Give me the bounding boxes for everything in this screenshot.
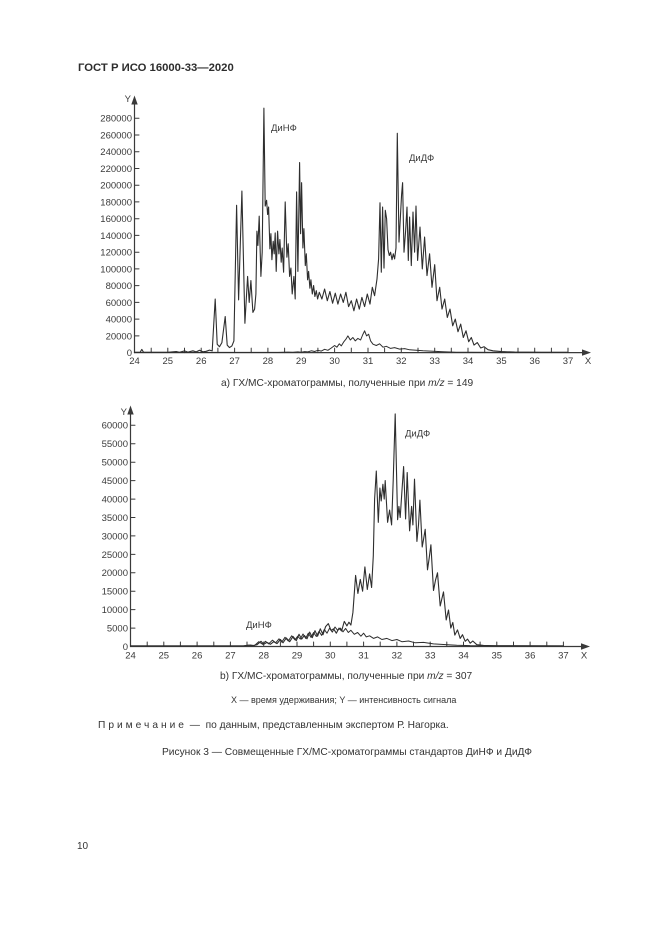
svg-text:20000: 20000 xyxy=(106,331,132,342)
svg-text:29: 29 xyxy=(292,651,303,662)
svg-text:160000: 160000 xyxy=(100,214,132,225)
svg-text:33: 33 xyxy=(429,356,440,367)
svg-text:34: 34 xyxy=(463,356,474,367)
svg-text:120000: 120000 xyxy=(100,248,132,259)
svg-text:ДиНФ: ДиНФ xyxy=(246,620,272,631)
svg-text:31: 31 xyxy=(363,356,374,367)
svg-text:25: 25 xyxy=(159,651,170,662)
svg-text:26: 26 xyxy=(192,651,203,662)
svg-text:30: 30 xyxy=(329,356,340,367)
svg-text:ДиДФ: ДиДФ xyxy=(405,429,430,440)
svg-text:55000: 55000 xyxy=(102,439,128,450)
svg-text:35: 35 xyxy=(496,356,507,367)
svg-text:25: 25 xyxy=(163,356,174,367)
svg-text:31: 31 xyxy=(358,651,369,662)
svg-text:37: 37 xyxy=(558,651,569,662)
svg-text:10000: 10000 xyxy=(102,605,128,616)
svg-text:33: 33 xyxy=(425,651,436,662)
svg-text:ДиНФ: ДиНФ xyxy=(271,123,297,134)
svg-text:220000: 220000 xyxy=(100,164,132,175)
svg-text:35: 35 xyxy=(492,651,503,662)
svg-text:30: 30 xyxy=(325,651,336,662)
svg-text:180000: 180000 xyxy=(100,197,132,208)
svg-text:25000: 25000 xyxy=(102,550,128,561)
svg-text:27: 27 xyxy=(229,356,240,367)
svg-text:26: 26 xyxy=(196,356,207,367)
svg-text:28: 28 xyxy=(263,356,274,367)
svg-text:80000: 80000 xyxy=(106,281,132,292)
svg-text:60000: 60000 xyxy=(102,421,128,432)
svg-text:40000: 40000 xyxy=(102,495,128,506)
svg-text:27: 27 xyxy=(225,651,236,662)
svg-text:ДиДФ: ДиДФ xyxy=(409,153,434,164)
svg-text:15000: 15000 xyxy=(102,587,128,598)
svg-text:24: 24 xyxy=(125,651,136,662)
svg-text:0: 0 xyxy=(127,348,132,359)
svg-text:34: 34 xyxy=(458,651,469,662)
svg-text:100000: 100000 xyxy=(100,264,132,275)
svg-text:50000: 50000 xyxy=(102,458,128,469)
svg-text:45000: 45000 xyxy=(102,476,128,487)
svg-text:28: 28 xyxy=(258,651,269,662)
svg-text:0: 0 xyxy=(123,642,128,653)
svg-text:32: 32 xyxy=(392,651,403,662)
svg-text:29: 29 xyxy=(296,356,307,367)
svg-text:32: 32 xyxy=(396,356,407,367)
svg-text:30000: 30000 xyxy=(102,531,128,542)
svg-text:200000: 200000 xyxy=(100,181,132,192)
svg-text:140000: 140000 xyxy=(100,231,132,242)
svg-text:5000: 5000 xyxy=(107,624,128,635)
svg-text:X: X xyxy=(585,356,592,367)
svg-text:260000: 260000 xyxy=(100,130,132,141)
svg-text:36: 36 xyxy=(529,356,540,367)
svg-text:Y: Y xyxy=(121,407,128,418)
svg-text:36: 36 xyxy=(525,651,536,662)
svg-text:35000: 35000 xyxy=(102,513,128,524)
svg-text:Y: Y xyxy=(125,94,132,105)
svg-text:60000: 60000 xyxy=(106,298,132,309)
svg-text:240000: 240000 xyxy=(100,147,132,158)
svg-text:X: X xyxy=(581,651,588,662)
svg-text:24: 24 xyxy=(129,356,140,367)
svg-text:40000: 40000 xyxy=(106,315,132,326)
svg-text:20000: 20000 xyxy=(102,568,128,579)
svg-text:37: 37 xyxy=(563,356,574,367)
svg-text:280000: 280000 xyxy=(100,114,132,125)
